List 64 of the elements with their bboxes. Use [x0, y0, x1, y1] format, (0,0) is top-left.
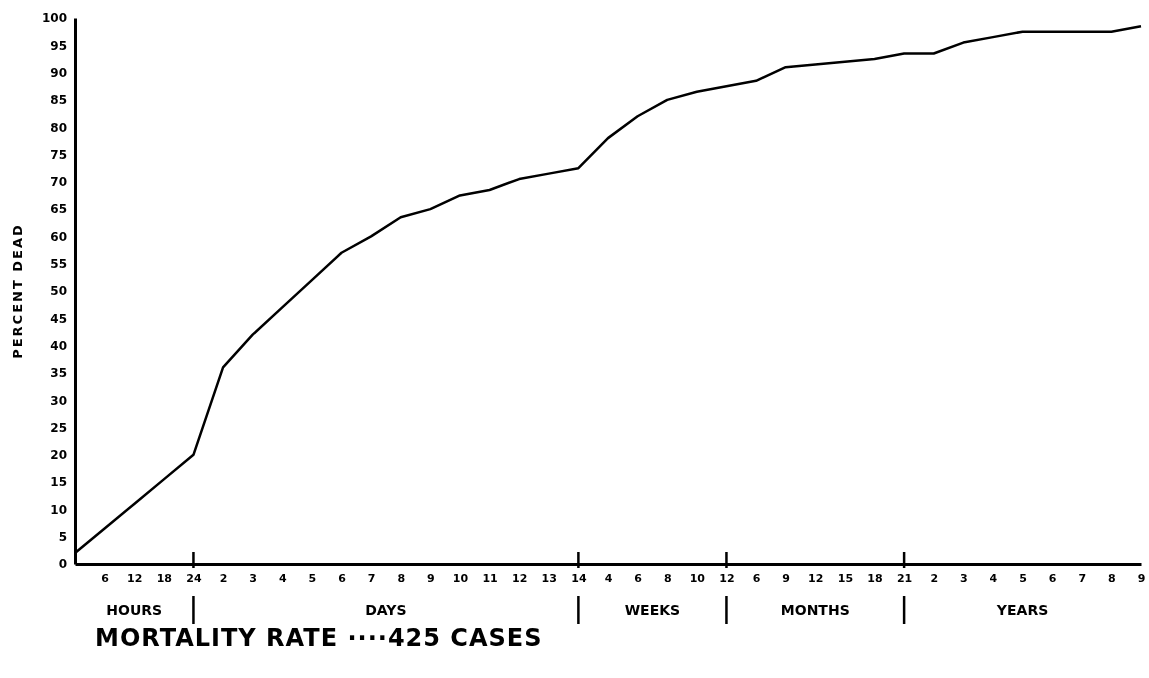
x-tick-label: 8 [397, 571, 406, 585]
x-tick-label: 21 [896, 571, 913, 585]
x-tick-label: 9 [782, 571, 790, 585]
y-tick-label: 60 [50, 229, 67, 244]
x-tick-label: 5 [1019, 571, 1027, 585]
x-tick-label: 6 [1048, 571, 1057, 585]
x-tick-label: 7 [1078, 571, 1087, 585]
x-tick-label: 14 [571, 571, 587, 585]
y-tick-label: 70 [50, 175, 67, 190]
x-tick-label: 9 [427, 571, 435, 585]
x-tick-label: 8 [663, 571, 672, 585]
x-tick-label: 4 [604, 571, 613, 585]
x-tick-label: 7 [367, 571, 376, 585]
y-tick-label: 15 [50, 475, 67, 490]
text: MONTHS [780, 602, 850, 618]
y-tick-label: 80 [50, 120, 67, 135]
y-tick-label: 55 [50, 257, 67, 272]
x-tick-label: 6 [752, 571, 761, 585]
x-tick-label: 12 [127, 571, 143, 585]
text: DAYS [365, 602, 407, 618]
x-tick-label: 8 [1108, 571, 1116, 585]
x-tick-label: 12 [719, 571, 735, 585]
x-tick-label: 9 [1137, 571, 1146, 585]
x-tick-label: 10 [689, 571, 706, 585]
x-tick-label: 6 [338, 571, 347, 585]
y-tick-label: 95 [50, 38, 67, 53]
y-tick-label: 30 [50, 393, 67, 408]
y-tick-label: 20 [50, 448, 67, 463]
text: HOURS [106, 602, 163, 618]
x-tick-label: 12 [512, 571, 528, 585]
text: MORTALITY RATE ····425 CASES [95, 624, 543, 652]
text: WEEKS [624, 602, 681, 618]
y-tick-label: 35 [50, 366, 67, 381]
x-tick-label: 4 [989, 571, 998, 585]
y-tick-label: 100 [41, 11, 67, 26]
y-tick-label: 10 [50, 502, 67, 517]
text: YEARS [995, 602, 1049, 618]
x-tick-label: 2 [219, 571, 228, 585]
y-tick-label: 75 [50, 147, 67, 162]
x-tick-label: 11 [482, 571, 498, 585]
y-tick-label: 45 [50, 311, 67, 326]
x-tick-label: 18 [156, 571, 172, 585]
x-tick-label: 6 [101, 571, 110, 585]
x-tick-label: 12 [808, 571, 824, 585]
y-tick-label: 5 [58, 530, 67, 545]
y-tick-label: 40 [50, 338, 67, 353]
x-tick-label: 4 [278, 571, 287, 585]
y-tick-label: 65 [50, 202, 67, 217]
x-tick-label: 6 [634, 571, 643, 585]
y-tick-label: 85 [50, 93, 67, 108]
x-tick-label: 13 [541, 571, 557, 585]
y-tick-label: 25 [50, 420, 67, 435]
x-tick-label: 18 [867, 571, 883, 585]
y-tick-label: 90 [50, 65, 67, 80]
x-tick-label: 5 [308, 571, 317, 585]
y-tick-label: 0 [58, 557, 67, 572]
x-tick-label: 10 [452, 571, 469, 585]
y-axis-title: PERCENT DEAD [10, 223, 25, 359]
x-tick-label: 3 [960, 571, 968, 585]
x-tick-label: 24 [186, 571, 202, 585]
y-tick-label: 50 [50, 284, 67, 299]
x-tick-label: 15 [837, 571, 854, 585]
x-tick-label: 3 [249, 571, 257, 585]
x-tick-label: 2 [930, 571, 939, 585]
